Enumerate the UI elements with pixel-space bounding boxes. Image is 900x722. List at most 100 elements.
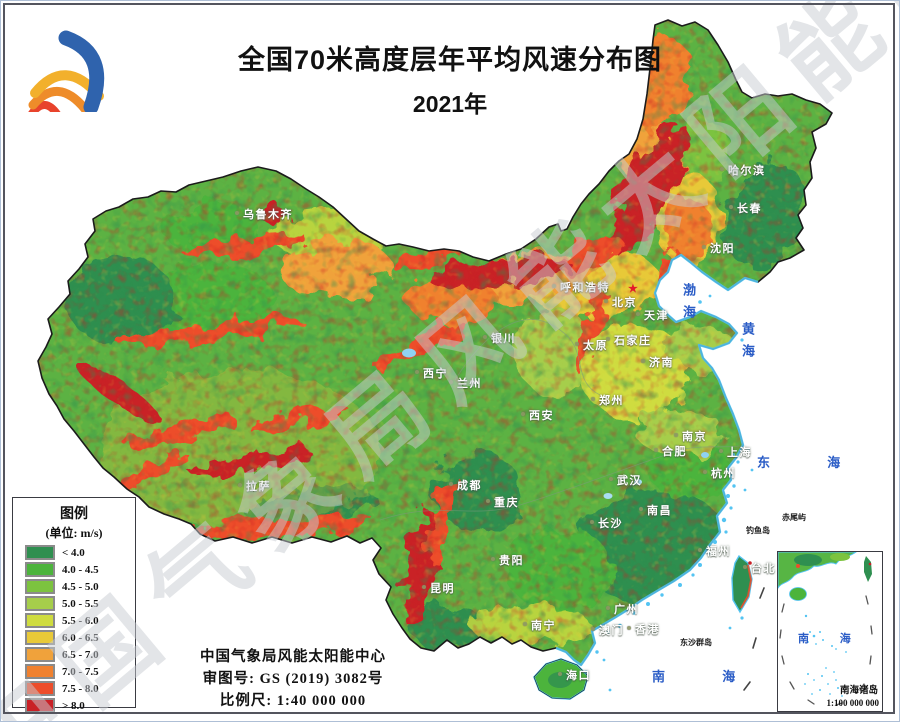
attribution-org: 中国气象局风能太阳能中心 xyxy=(200,649,386,665)
city-label: 武汉 xyxy=(609,472,642,488)
city-label: 台北 xyxy=(743,560,776,576)
city-dot xyxy=(422,585,426,589)
legend-label: 5.0 - 5.5 xyxy=(62,597,99,610)
logo-red-arc xyxy=(28,101,61,112)
sea-label: 黄海 xyxy=(740,322,755,366)
attribution-block: 中国气象局风能太阳能中心 审图号: GS (2019) 3082号 比例尺: 1… xyxy=(148,646,438,712)
cma-wind-solar-logo xyxy=(28,30,105,112)
legend-label: 6.5 - 7.0 xyxy=(62,648,99,661)
city-dot xyxy=(415,370,419,374)
inset-name-label: 南海诸岛 xyxy=(839,686,878,696)
city-label: 福州 xyxy=(698,543,731,559)
city-label: 南昌 xyxy=(639,502,672,518)
city-label: 西宁 xyxy=(415,365,448,381)
legend-swatch xyxy=(25,596,55,611)
city-label: 拉萨 xyxy=(238,478,271,494)
city-dot xyxy=(606,337,610,341)
legend-label: 4.5 - 5.0 xyxy=(62,580,99,593)
attribution-approval: 审图号: GS (2019) 3082号 xyxy=(202,671,384,687)
city-label: 沈阳 xyxy=(702,240,735,256)
city-dot xyxy=(606,606,610,610)
legend-label: 4.0 - 4.5 xyxy=(62,563,99,576)
city-label: 天津 xyxy=(636,307,669,323)
city-label: 重庆 xyxy=(486,494,519,510)
city-dot xyxy=(636,312,640,316)
legend-swatch xyxy=(25,579,55,594)
legend-rows: < 4.0 4.0 - 4.5 4.5 - 5.0 5.0 - 5.5 5.5 - 6.… xyxy=(25,544,135,714)
legend-swatch xyxy=(25,630,55,645)
legend-item-1: 4.0 - 4.5 xyxy=(25,561,135,578)
city-label: 上海 xyxy=(719,444,752,460)
city-dot xyxy=(491,557,495,561)
city-dot xyxy=(558,672,562,676)
legend-title: 图例 xyxy=(60,507,88,522)
map-title: 全国70米高度层年平均风速分布图 xyxy=(237,45,663,75)
city-label: 兰州 xyxy=(449,375,482,391)
legend-item-0: < 4.0 xyxy=(25,544,135,561)
city-dot xyxy=(639,507,643,511)
sea-label: 东 海 xyxy=(757,455,868,470)
city-dot xyxy=(641,359,645,363)
attribution-scale: 比例尺: 1:40 000 000 xyxy=(219,693,367,709)
legend-label: 7.5 - 8.0 xyxy=(62,682,99,695)
title-block: 全国70米高度层年平均风速分布图 2021年 xyxy=(0,38,900,119)
city-label: 长沙 xyxy=(590,515,623,531)
legend-item-9: > 8.0 xyxy=(25,697,135,714)
city-dot xyxy=(238,483,242,487)
city-dot xyxy=(235,211,239,215)
city-label: 银川 xyxy=(483,330,516,346)
city-label: 济南 xyxy=(641,354,674,370)
legend-swatch xyxy=(25,664,55,679)
city-label: 成都 xyxy=(449,477,482,493)
city-dot xyxy=(609,477,613,481)
city-dot xyxy=(627,626,631,630)
city-label: 广州 xyxy=(606,601,639,617)
legend-box: 图例 (单位: m/s) < 4.0 4.0 - 4.5 4.5 - 5.0 5.0 … xyxy=(12,497,136,713)
legend-unit: (单位: m/s) xyxy=(45,526,103,540)
city-dot xyxy=(604,299,608,303)
city-dot xyxy=(702,245,706,249)
legend-item-7: 7.0 - 7.5 xyxy=(25,663,135,680)
city-dot xyxy=(654,448,658,452)
legend-label: 7.0 - 7.5 xyxy=(62,665,99,678)
logo-orange-arc xyxy=(28,86,90,112)
city-label: 海口 xyxy=(558,667,591,683)
city-dot xyxy=(729,205,733,209)
legend-swatch xyxy=(25,698,55,713)
city-dot xyxy=(552,284,556,288)
legend-swatch xyxy=(25,681,55,696)
city-dot xyxy=(698,548,702,552)
legend-item-4: 5.5 - 6.0 xyxy=(25,612,135,629)
legend-label: 6.0 - 6.5 xyxy=(62,631,99,644)
city-label: 香港 xyxy=(627,621,660,637)
city-label: 长春 xyxy=(729,200,762,216)
city-dot xyxy=(719,449,723,453)
city-dot xyxy=(743,565,747,569)
islet-label: 赤尾屿 xyxy=(782,513,806,522)
legend-swatch xyxy=(25,647,55,662)
legend-item-3: 5.0 - 5.5 xyxy=(25,595,135,612)
city-dot xyxy=(449,482,453,486)
city-dot xyxy=(674,433,678,437)
legend-item-2: 4.5 - 5.0 xyxy=(25,578,135,595)
map-year: 2021年 xyxy=(412,91,488,117)
legend-label: 5.5 - 6.0 xyxy=(62,614,99,627)
city-label: 南京 xyxy=(674,428,707,444)
city-label: 南宁 xyxy=(523,617,556,633)
city-label: 郑州 xyxy=(591,392,624,408)
city-label: 呼和浩特 xyxy=(552,279,610,295)
south-china-sea-inset: 南 海 南海诸岛 1:100 000 000 xyxy=(777,551,883,712)
legend-swatch xyxy=(25,545,55,560)
city-dot xyxy=(575,342,579,346)
capital-star-icon: ★ xyxy=(628,283,640,295)
islet-label: 东沙群岛 xyxy=(680,638,712,647)
sea-label: 渤海 xyxy=(681,283,696,327)
city-dot xyxy=(591,627,595,631)
city-dot xyxy=(720,167,724,171)
legend-label: > 8.0 xyxy=(62,699,85,712)
city-label: 澳门 xyxy=(591,622,624,638)
city-label: 贵阳 xyxy=(491,552,524,568)
city-dot xyxy=(449,380,453,384)
